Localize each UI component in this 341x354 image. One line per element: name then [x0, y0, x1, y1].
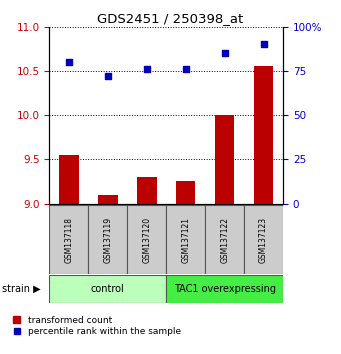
Point — [66, 59, 72, 65]
Bar — [59, 155, 79, 204]
Bar — [176, 181, 195, 204]
Text: GSM137121: GSM137121 — [181, 217, 190, 263]
Text: GSM137120: GSM137120 — [142, 217, 151, 263]
Bar — [127, 205, 166, 274]
Text: GSM137122: GSM137122 — [220, 217, 229, 263]
Text: GDS2451 / 250398_at: GDS2451 / 250398_at — [98, 12, 243, 25]
Text: GSM137123: GSM137123 — [259, 217, 268, 263]
Text: GSM137118: GSM137118 — [64, 217, 73, 263]
Bar — [98, 195, 118, 204]
Text: TAC1 overexpressing: TAC1 overexpressing — [174, 284, 276, 294]
Bar — [166, 205, 205, 274]
Bar — [254, 66, 273, 204]
Bar — [205, 205, 244, 274]
Bar — [244, 205, 283, 274]
Bar — [166, 275, 283, 303]
Text: strain ▶: strain ▶ — [2, 284, 40, 294]
Point — [261, 41, 266, 47]
Point — [144, 66, 149, 72]
Point — [105, 73, 110, 79]
Point — [222, 50, 227, 56]
Bar — [49, 275, 166, 303]
Bar — [49, 205, 88, 274]
Bar — [88, 205, 127, 274]
Bar — [137, 177, 157, 204]
Point — [183, 66, 189, 72]
Text: GSM137119: GSM137119 — [103, 217, 112, 263]
Text: control: control — [91, 284, 125, 294]
Legend: transformed count, percentile rank within the sample: transformed count, percentile rank withi… — [11, 314, 182, 338]
Bar — [215, 115, 234, 204]
